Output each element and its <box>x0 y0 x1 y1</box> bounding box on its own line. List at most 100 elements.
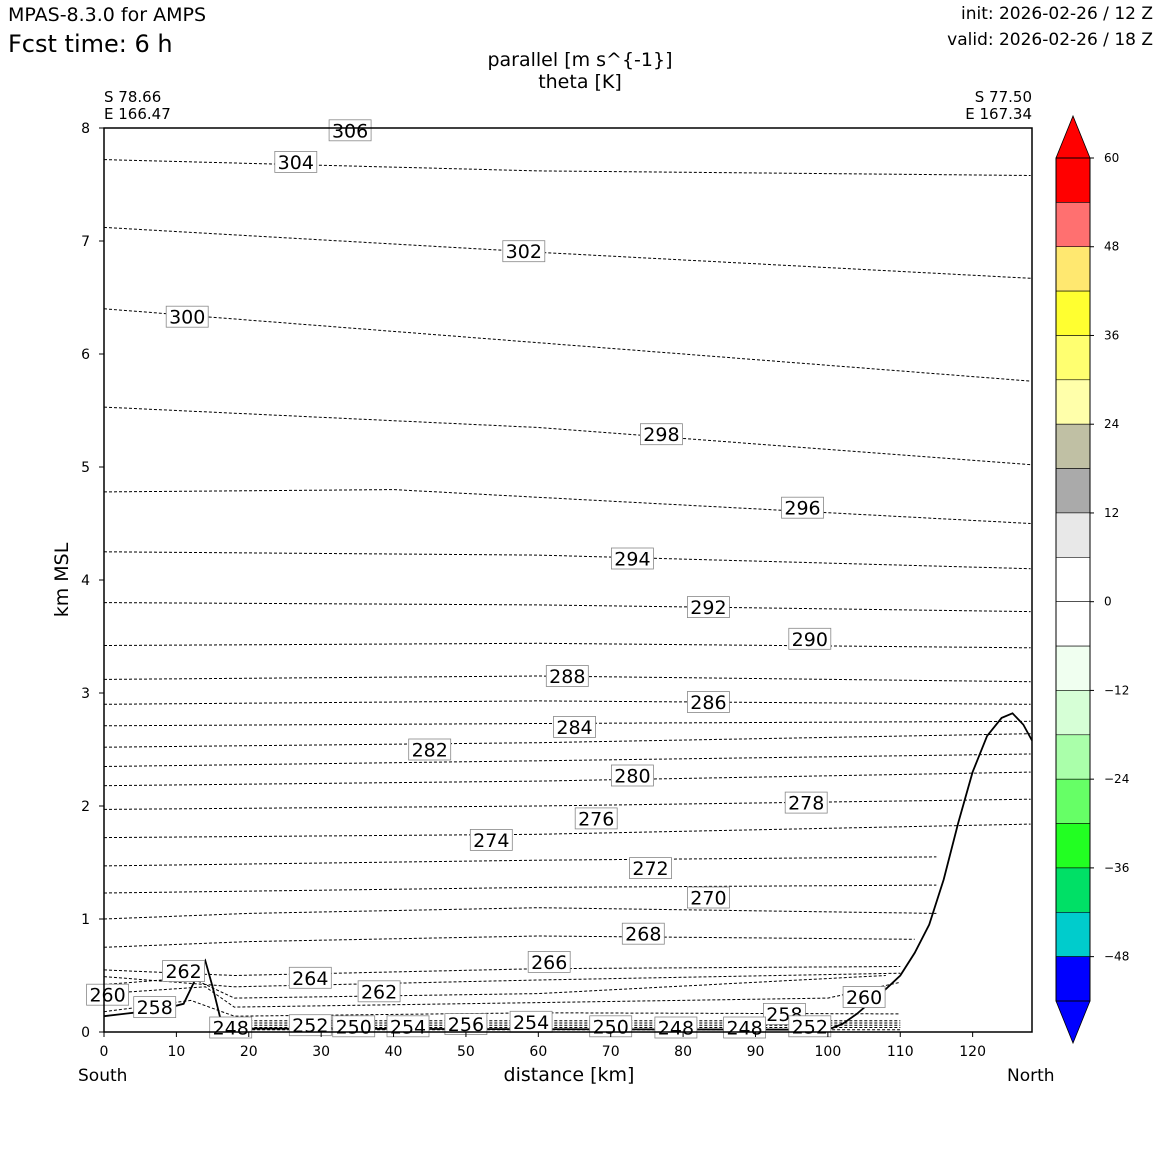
colorbar-bin-1 <box>1055 202 1091 248</box>
contour-label-box-12 <box>408 738 452 761</box>
contour-label-278: 278 <box>788 793 824 815</box>
colorbar-frame <box>1055 157 1091 1002</box>
theta-contour-292 <box>103 642 1031 649</box>
colorbar-bin-15 <box>1055 823 1091 869</box>
contour-label-248: 248 <box>658 1018 694 1040</box>
theta-contour-276 <box>103 823 1031 839</box>
contour-label-box-21 <box>288 966 332 989</box>
colorbar-under-arrow <box>1055 1000 1091 1045</box>
contour-label-248: 248 <box>726 1018 762 1040</box>
contour-label-layer: 306 304 302 300 298 296 294 292 290 288 286 284 282 2… <box>86 119 886 1040</box>
theta-contour-270 <box>103 907 937 920</box>
x-tick-label-0: 0 <box>100 1044 109 1060</box>
right-endpoint-lat: S 77.50 <box>974 88 1032 106</box>
contour-label-280: 280 <box>614 766 650 788</box>
contour-label-box-5 <box>781 496 824 519</box>
colorbar-bin-7 <box>1055 468 1091 514</box>
theta-contour-306 <box>103 159 1031 176</box>
contour-label-box-7 <box>687 596 730 618</box>
contour-label-box-8 <box>788 627 832 650</box>
left-endpoint-lon: E 166.47 <box>104 105 171 123</box>
right-endpoint-lon: E 167.34 <box>965 105 1032 123</box>
colorbar-bin-10 <box>1055 601 1091 647</box>
theta-contour-282 <box>103 753 1031 767</box>
contour-label-290: 290 <box>792 629 828 651</box>
x-tick-label-20: 20 <box>240 1044 258 1060</box>
contour-label-282: 282 <box>412 740 448 762</box>
theta-contour-278 <box>103 798 1031 810</box>
contour-label-298: 298 <box>643 424 679 446</box>
contour-label-box-16 <box>469 829 513 851</box>
contour-label-box-1 <box>274 150 318 173</box>
x-tick-label-30: 30 <box>312 1044 330 1060</box>
y-tick-label-3: 3 <box>81 686 90 702</box>
contour-label-274: 274 <box>473 830 509 852</box>
theta-contour-286 <box>103 720 1031 727</box>
contour-label-box-20 <box>527 951 571 973</box>
contour-label-box-9 <box>545 665 589 687</box>
colorbar-tick-label-6: −12 <box>1104 683 1129 697</box>
colorbar-bin-13 <box>1055 734 1091 780</box>
contour-label-box-4 <box>640 423 683 446</box>
colorbar-bin-6 <box>1055 423 1091 469</box>
x-tick-label-70: 70 <box>602 1044 620 1060</box>
theta-contour-302 <box>103 308 1031 382</box>
contour-label-254: 254 <box>513 1012 549 1034</box>
y-axis-label: km MSL <box>51 542 73 618</box>
plot-title-line-1: parallel [m s^{-1}] <box>487 49 673 71</box>
left-endpoint-coords: S 78.66 E 166.47 <box>104 89 171 123</box>
theta-contour-280 <box>103 771 1031 787</box>
contour-label-252: 252 <box>792 1016 828 1038</box>
theta-contour-288 <box>103 700 1031 705</box>
south-end-label: South <box>78 1066 128 1086</box>
contour-label-270: 270 <box>690 888 726 910</box>
colorbar-tick-label-5: 0 <box>1104 595 1112 609</box>
colorbar-tick-label-1: 48 <box>1104 240 1119 254</box>
contour-label-box-19 <box>621 922 665 945</box>
x-tick-label-100: 100 <box>815 1044 842 1060</box>
theta-contour-300 <box>103 406 1031 466</box>
forecast-time: Fcst time: 6 h <box>8 30 173 58</box>
contour-label-box-26 <box>842 986 886 1008</box>
contour-label-288: 288 <box>549 666 585 688</box>
plot-title-line-2: theta [K] <box>538 71 622 93</box>
colorbar-bin-5 <box>1055 379 1091 425</box>
contour-label-box-10 <box>687 691 730 713</box>
contour-label-302: 302 <box>506 241 542 263</box>
contour-label-box-6 <box>611 547 654 570</box>
colorbar-bin-0 <box>1055 157 1091 203</box>
contour-label-292: 292 <box>690 597 726 619</box>
theta-contour-274 <box>103 856 937 867</box>
x-tick-label-90: 90 <box>747 1044 765 1060</box>
colorbar-bin-14 <box>1055 778 1091 824</box>
theta-contour-268 <box>103 935 915 948</box>
contour-label-box-18 <box>687 886 730 909</box>
y-tick-label-2: 2 <box>81 799 90 815</box>
right-endpoint-coords: S 77.50 E 167.34 <box>965 89 1032 123</box>
axes-layer: 0 10 20 30 40 50 60 70 80 90 100 110 120 0 1 2 3 4 5 6 7 8 <box>81 121 1033 1060</box>
contour-label-258: 258 <box>137 997 173 1019</box>
colorbar-tick-label-4: 12 <box>1104 506 1119 520</box>
contour-label-276: 276 <box>578 808 614 830</box>
contour-label-300: 300 <box>169 307 205 329</box>
contour-label-294: 294 <box>614 549 650 571</box>
colorbar-tick-label-3: 24 <box>1104 417 1119 431</box>
north-end-label: North <box>1007 1066 1055 1086</box>
theta-contour-304 <box>103 226 1031 279</box>
contour-label-272: 272 <box>632 858 668 880</box>
plot-title: parallel [m s^{-1}] theta [K] <box>380 49 780 93</box>
colorbar-bin-9 <box>1055 556 1091 602</box>
colorbar-bin-11 <box>1055 645 1091 691</box>
y-tick-label-1: 1 <box>81 912 90 928</box>
colorbar-bin-3 <box>1055 290 1091 336</box>
colorbar-over-arrow <box>1055 114 1091 159</box>
contour-label-266: 266 <box>531 952 567 974</box>
theta-contour-294 <box>103 602 1031 613</box>
contour-label-box-0 <box>328 119 372 142</box>
contour-label-296: 296 <box>784 498 820 520</box>
y-tick-label-0: 0 <box>81 1025 90 1041</box>
theta-contour-260 <box>103 981 901 1008</box>
init-time: init: 2026-02-26 / 12 Z <box>960 4 1153 24</box>
x-tick-label-110: 110 <box>887 1044 914 1060</box>
